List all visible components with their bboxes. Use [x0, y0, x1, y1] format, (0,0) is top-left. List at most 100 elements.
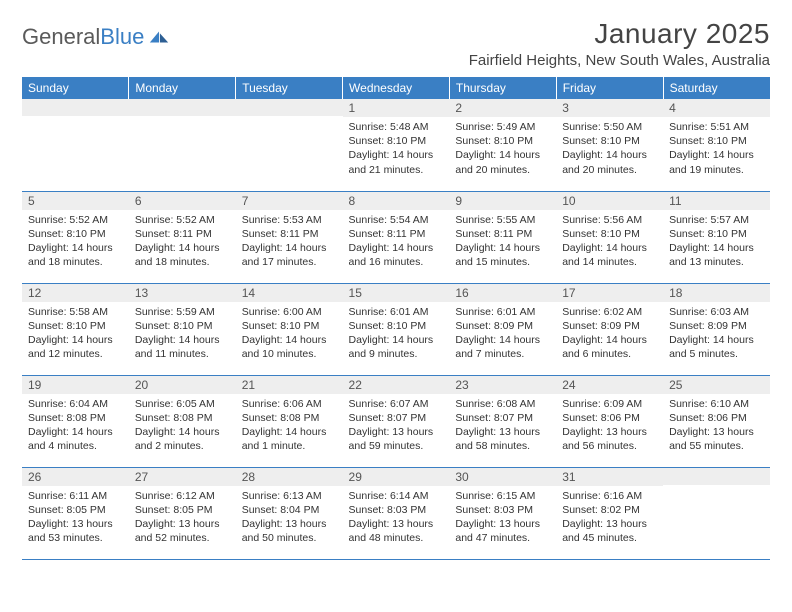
- calendar-body: 1Sunrise: 5:48 AMSunset: 8:10 PMDaylight…: [22, 99, 770, 559]
- day-number-bar: 12: [22, 284, 129, 302]
- day-number-bar: 14: [236, 284, 343, 302]
- day-body: Sunrise: 6:06 AMSunset: 8:08 PMDaylight:…: [236, 394, 343, 458]
- calendar-day-cell: 28Sunrise: 6:13 AMSunset: 8:04 PMDayligh…: [236, 467, 343, 559]
- sail-icon: [148, 29, 170, 45]
- day-body: Sunrise: 5:52 AMSunset: 8:11 PMDaylight:…: [129, 210, 236, 274]
- day-body: Sunrise: 6:07 AMSunset: 8:07 PMDaylight:…: [343, 394, 450, 458]
- calendar-day-cell: 6Sunrise: 5:52 AMSunset: 8:11 PMDaylight…: [129, 191, 236, 283]
- calendar-week-row: 5Sunrise: 5:52 AMSunset: 8:10 PMDaylight…: [22, 191, 770, 283]
- calendar-day-cell: 2Sunrise: 5:49 AMSunset: 8:10 PMDaylight…: [449, 99, 556, 191]
- day-number-bar: 9: [449, 192, 556, 210]
- day-number-bar: 23: [449, 376, 556, 394]
- day-number-bar: 22: [343, 376, 450, 394]
- weekday-row: SundayMondayTuesdayWednesdayThursdayFrid…: [22, 77, 770, 99]
- day-number-bar: 27: [129, 468, 236, 486]
- location: Fairfield Heights, New South Wales, Aust…: [469, 52, 770, 69]
- day-number-bar: 4: [663, 99, 770, 117]
- day-number-bar: 3: [556, 99, 663, 117]
- calendar-day-cell: 1Sunrise: 5:48 AMSunset: 8:10 PMDaylight…: [343, 99, 450, 191]
- day-number-bar: 29: [343, 468, 450, 486]
- header: GeneralBlue January 2025 Fairfield Heigh…: [22, 18, 770, 69]
- weekday-header: Monday: [129, 77, 236, 99]
- day-body: Sunrise: 6:15 AMSunset: 8:03 PMDaylight:…: [449, 486, 556, 550]
- day-number-bar: 26: [22, 468, 129, 486]
- day-number-bar: 31: [556, 468, 663, 486]
- day-number-bar: 16: [449, 284, 556, 302]
- weekday-header: Saturday: [663, 77, 770, 99]
- day-number-bar: 5: [22, 192, 129, 210]
- day-number-bar: [129, 99, 236, 116]
- day-body: Sunrise: 6:11 AMSunset: 8:05 PMDaylight:…: [22, 486, 129, 550]
- day-body: Sunrise: 5:59 AMSunset: 8:10 PMDaylight:…: [129, 302, 236, 366]
- day-body: Sunrise: 5:58 AMSunset: 8:10 PMDaylight:…: [22, 302, 129, 366]
- calendar-day-cell: 22Sunrise: 6:07 AMSunset: 8:07 PMDayligh…: [343, 375, 450, 467]
- calendar-day-cell: 7Sunrise: 5:53 AMSunset: 8:11 PMDaylight…: [236, 191, 343, 283]
- weekday-header: Tuesday: [236, 77, 343, 99]
- weekday-header: Wednesday: [343, 77, 450, 99]
- calendar-head: SundayMondayTuesdayWednesdayThursdayFrid…: [22, 77, 770, 99]
- day-body: Sunrise: 5:52 AMSunset: 8:10 PMDaylight:…: [22, 210, 129, 274]
- day-number-bar: 10: [556, 192, 663, 210]
- day-number-bar: 11: [663, 192, 770, 210]
- day-number-bar: 17: [556, 284, 663, 302]
- day-body: Sunrise: 5:50 AMSunset: 8:10 PMDaylight:…: [556, 117, 663, 181]
- day-body: Sunrise: 5:49 AMSunset: 8:10 PMDaylight:…: [449, 117, 556, 181]
- day-body: Sunrise: 5:55 AMSunset: 8:11 PMDaylight:…: [449, 210, 556, 274]
- calendar-day-cell: 30Sunrise: 6:15 AMSunset: 8:03 PMDayligh…: [449, 467, 556, 559]
- weekday-header: Friday: [556, 77, 663, 99]
- calendar-day-cell: 20Sunrise: 6:05 AMSunset: 8:08 PMDayligh…: [129, 375, 236, 467]
- day-number-bar: 13: [129, 284, 236, 302]
- calendar-table: SundayMondayTuesdayWednesdayThursdayFrid…: [22, 77, 770, 560]
- day-body: Sunrise: 5:51 AMSunset: 8:10 PMDaylight:…: [663, 117, 770, 181]
- day-body: Sunrise: 6:00 AMSunset: 8:10 PMDaylight:…: [236, 302, 343, 366]
- calendar-day-cell: [22, 99, 129, 191]
- month-title: January 2025: [469, 18, 770, 50]
- calendar-day-cell: 10Sunrise: 5:56 AMSunset: 8:10 PMDayligh…: [556, 191, 663, 283]
- calendar-day-cell: 12Sunrise: 5:58 AMSunset: 8:10 PMDayligh…: [22, 283, 129, 375]
- logo: GeneralBlue: [22, 24, 170, 50]
- day-body: Sunrise: 6:03 AMSunset: 8:09 PMDaylight:…: [663, 302, 770, 366]
- calendar-day-cell: 26Sunrise: 6:11 AMSunset: 8:05 PMDayligh…: [22, 467, 129, 559]
- day-number-bar: 6: [129, 192, 236, 210]
- calendar-day-cell: 9Sunrise: 5:55 AMSunset: 8:11 PMDaylight…: [449, 191, 556, 283]
- day-number-bar: 8: [343, 192, 450, 210]
- calendar-day-cell: 19Sunrise: 6:04 AMSunset: 8:08 PMDayligh…: [22, 375, 129, 467]
- calendar-day-cell: 16Sunrise: 6:01 AMSunset: 8:09 PMDayligh…: [449, 283, 556, 375]
- weekday-header: Sunday: [22, 77, 129, 99]
- day-body: [129, 116, 236, 176]
- calendar-day-cell: 3Sunrise: 5:50 AMSunset: 8:10 PMDaylight…: [556, 99, 663, 191]
- day-body: Sunrise: 6:01 AMSunset: 8:09 PMDaylight:…: [449, 302, 556, 366]
- calendar-day-cell: 24Sunrise: 6:09 AMSunset: 8:06 PMDayligh…: [556, 375, 663, 467]
- day-body: [22, 116, 129, 176]
- day-number-bar: 7: [236, 192, 343, 210]
- day-number-bar: 20: [129, 376, 236, 394]
- calendar-day-cell: 15Sunrise: 6:01 AMSunset: 8:10 PMDayligh…: [343, 283, 450, 375]
- calendar-day-cell: 11Sunrise: 5:57 AMSunset: 8:10 PMDayligh…: [663, 191, 770, 283]
- day-body: Sunrise: 6:01 AMSunset: 8:10 PMDaylight:…: [343, 302, 450, 366]
- day-body: Sunrise: 6:13 AMSunset: 8:04 PMDaylight:…: [236, 486, 343, 550]
- calendar-day-cell: 31Sunrise: 6:16 AMSunset: 8:02 PMDayligh…: [556, 467, 663, 559]
- day-body: [236, 116, 343, 176]
- day-number-bar: [236, 99, 343, 116]
- calendar-day-cell: 5Sunrise: 5:52 AMSunset: 8:10 PMDaylight…: [22, 191, 129, 283]
- calendar-day-cell: 29Sunrise: 6:14 AMSunset: 8:03 PMDayligh…: [343, 467, 450, 559]
- day-number-bar: [663, 468, 770, 485]
- day-body: Sunrise: 6:10 AMSunset: 8:06 PMDaylight:…: [663, 394, 770, 458]
- weekday-header: Thursday: [449, 77, 556, 99]
- calendar-day-cell: 14Sunrise: 6:00 AMSunset: 8:10 PMDayligh…: [236, 283, 343, 375]
- calendar-day-cell: 27Sunrise: 6:12 AMSunset: 8:05 PMDayligh…: [129, 467, 236, 559]
- day-body: Sunrise: 6:09 AMSunset: 8:06 PMDaylight:…: [556, 394, 663, 458]
- day-number-bar: 19: [22, 376, 129, 394]
- day-body: Sunrise: 5:48 AMSunset: 8:10 PMDaylight:…: [343, 117, 450, 181]
- day-body: [663, 485, 770, 545]
- day-body: Sunrise: 5:56 AMSunset: 8:10 PMDaylight:…: [556, 210, 663, 274]
- day-body: Sunrise: 6:08 AMSunset: 8:07 PMDaylight:…: [449, 394, 556, 458]
- day-number-bar: 2: [449, 99, 556, 117]
- calendar-day-cell: 4Sunrise: 5:51 AMSunset: 8:10 PMDaylight…: [663, 99, 770, 191]
- calendar-day-cell: [129, 99, 236, 191]
- calendar-day-cell: 8Sunrise: 5:54 AMSunset: 8:11 PMDaylight…: [343, 191, 450, 283]
- calendar-day-cell: [663, 467, 770, 559]
- calendar-week-row: 26Sunrise: 6:11 AMSunset: 8:05 PMDayligh…: [22, 467, 770, 559]
- calendar-page: GeneralBlue January 2025 Fairfield Heigh…: [0, 0, 792, 570]
- calendar-day-cell: 23Sunrise: 6:08 AMSunset: 8:07 PMDayligh…: [449, 375, 556, 467]
